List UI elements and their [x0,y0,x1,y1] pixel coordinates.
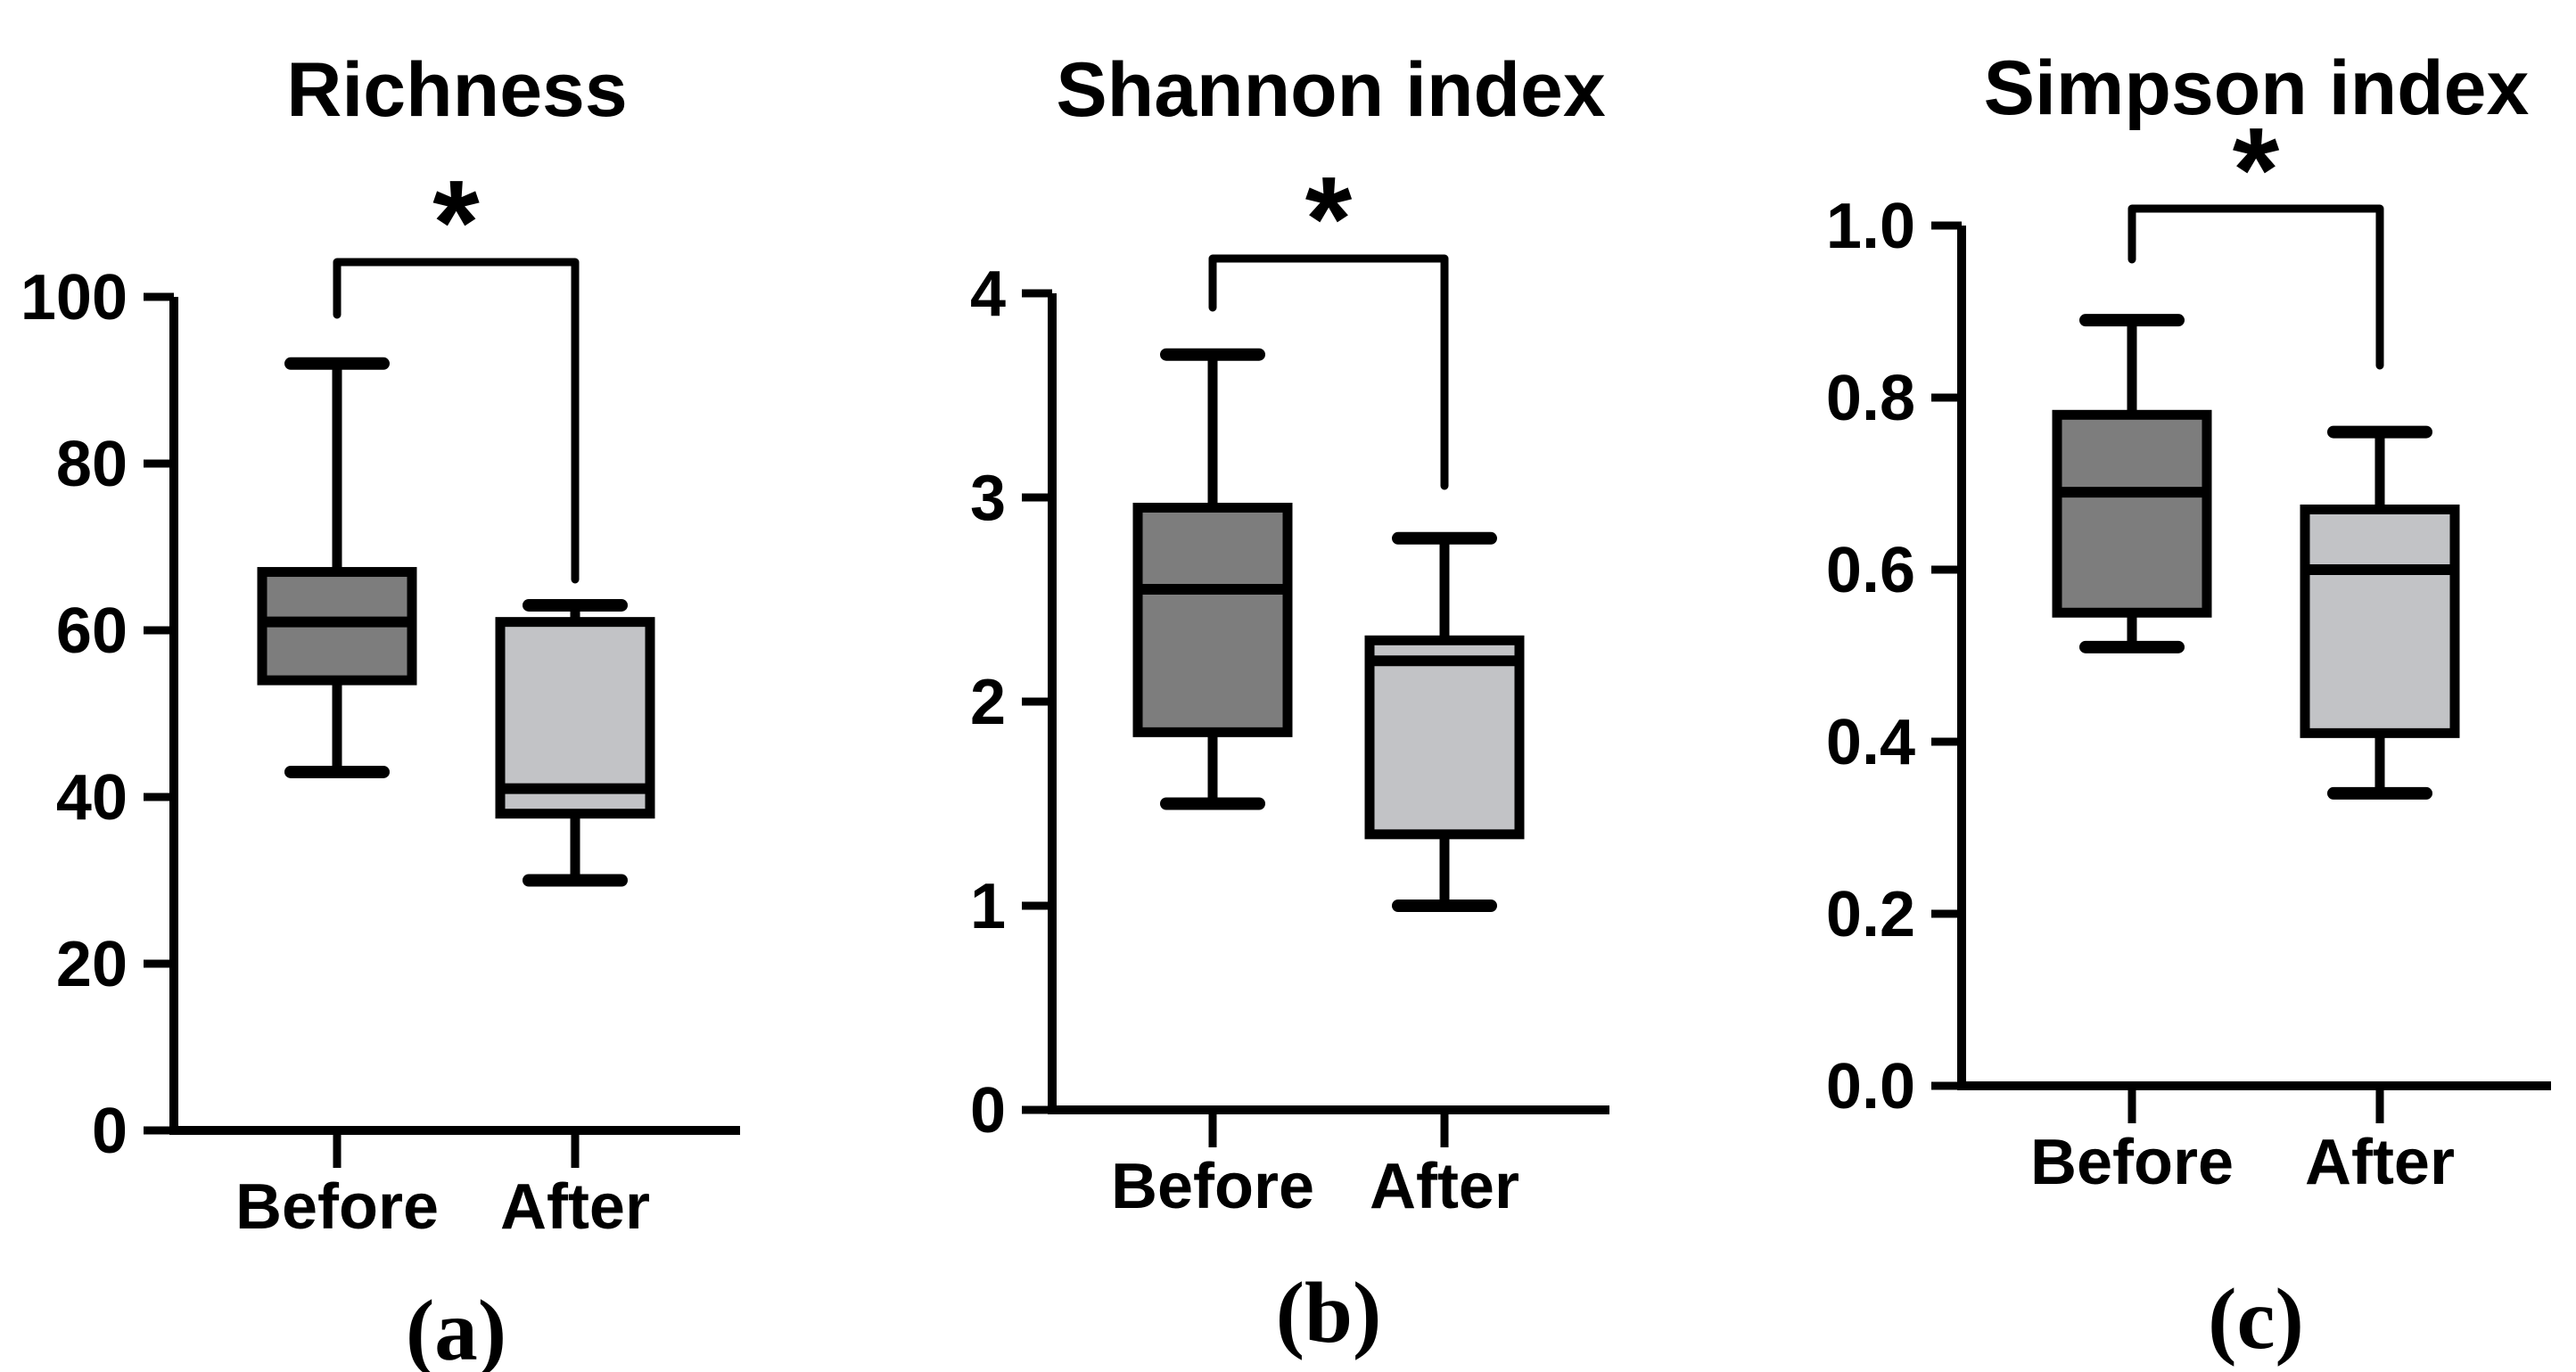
box-before [1132,502,1293,737]
y-tick-label: 0.0 [1826,1051,1915,1122]
y-tick-label: 0.6 [1826,535,1915,606]
category-label-before: Before [235,1171,439,1243]
box-after [1364,635,1525,840]
y-tick-label: 100 [21,262,128,333]
category-label-before: Before [1111,1151,1314,1222]
box-before [2052,409,2212,618]
panel-title: Shannon index [1056,47,1606,133]
category-label-before: Before [2030,1127,2234,1198]
y-tick-label: 2 [970,667,1006,738]
y-tick-label: 20 [56,929,128,1000]
significance-asterisk: * [432,155,480,290]
category-label-after: After [500,1171,650,1243]
category-label-after: After [2305,1127,2455,1198]
panel-letter: (b) [1276,1265,1382,1360]
y-tick-label: 0.2 [1826,879,1915,950]
box-after [2300,504,2460,738]
y-tick-label: 0 [970,1075,1006,1146]
panel-letter: (a) [406,1283,506,1372]
y-tick-label: 4 [970,259,1006,330]
panel-a: Richness 0 20 40 60 80 100 Before After * (a) [21,47,740,1372]
significance-asterisk: * [2233,103,2280,237]
y-tick-label: 0.4 [1826,707,1915,778]
y-tick-label: 40 [56,762,128,834]
panel-letter: (c) [2208,1271,2304,1367]
y-tick-label: 1 [970,871,1006,942]
y-tick-label: 0.8 [1826,363,1915,434]
category-label-after: After [1370,1151,1519,1222]
y-tick-label: 80 [56,429,128,500]
panel-b: Shannon index 0 1 2 3 4 Before After * (b) [970,47,1609,1360]
significance-bracket [1208,254,1449,490]
box-after [495,617,655,819]
significance-bracket [333,258,580,584]
panel-c: Simpson index 0.0 0.2 0.4 0.6 0.8 1.0 Before Aft… [1826,45,2551,1367]
significance-bracket [2127,204,2384,370]
y-tick-label: 3 [970,463,1006,534]
y-tick-label: 60 [56,596,128,667]
significance-asterisk: * [1305,152,1353,286]
y-tick-label: 0 [92,1096,128,1167]
panel-title: Richness [286,47,627,133]
y-tick-label: 1.0 [1826,191,1915,262]
panel-title: Simpson index [1984,45,2530,131]
